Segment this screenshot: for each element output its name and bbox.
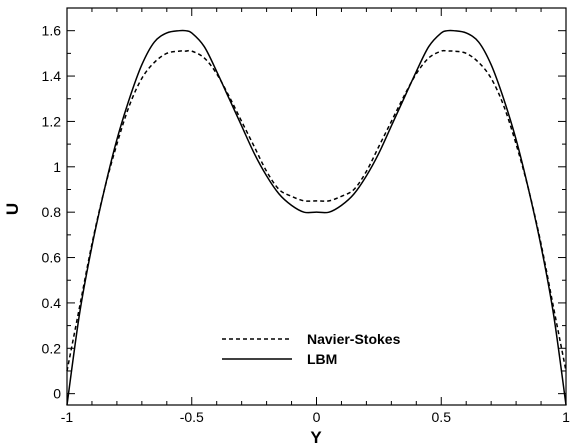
series-line-navier-stokes <box>66 49 567 372</box>
legend-label-lbm: LBM <box>307 351 337 367</box>
y-tick-label: 1.2 <box>42 113 62 129</box>
y-tick-label: 0.6 <box>42 250 62 266</box>
y-tick-label: 1.4 <box>42 68 62 84</box>
x-tick-label: 0 <box>313 409 321 425</box>
legend-label-navier-stokes: Navier-Stokes <box>307 331 401 347</box>
x-tick-label: -0.5 <box>180 409 204 425</box>
series-line-lbm <box>66 29 567 406</box>
legend: Navier-Stokes LBM <box>222 331 401 367</box>
y-tick-label: 1.6 <box>42 23 62 39</box>
series-layer <box>66 29 567 406</box>
y-tick-label: 0.2 <box>42 340 62 356</box>
x-axis-ticks: -1 -0.5 0 0.5 1 <box>61 8 570 425</box>
y-axis-ticks: 0 0.2 0.4 0.6 0.8 1 1.2 1.4 1.6 <box>42 23 566 402</box>
y-tick-label: 0.4 <box>42 295 62 311</box>
x-tick-label: 1 <box>562 409 570 425</box>
y-tick-label: 0 <box>53 386 61 402</box>
x-tick-label: 0.5 <box>432 409 452 425</box>
y-tick-label: 0.8 <box>42 204 62 220</box>
y-tick-label: 1 <box>53 159 61 175</box>
x-axis-title: Y <box>310 428 322 445</box>
x-tick-label: -1 <box>61 409 74 425</box>
y-axis-title: U <box>3 203 22 215</box>
